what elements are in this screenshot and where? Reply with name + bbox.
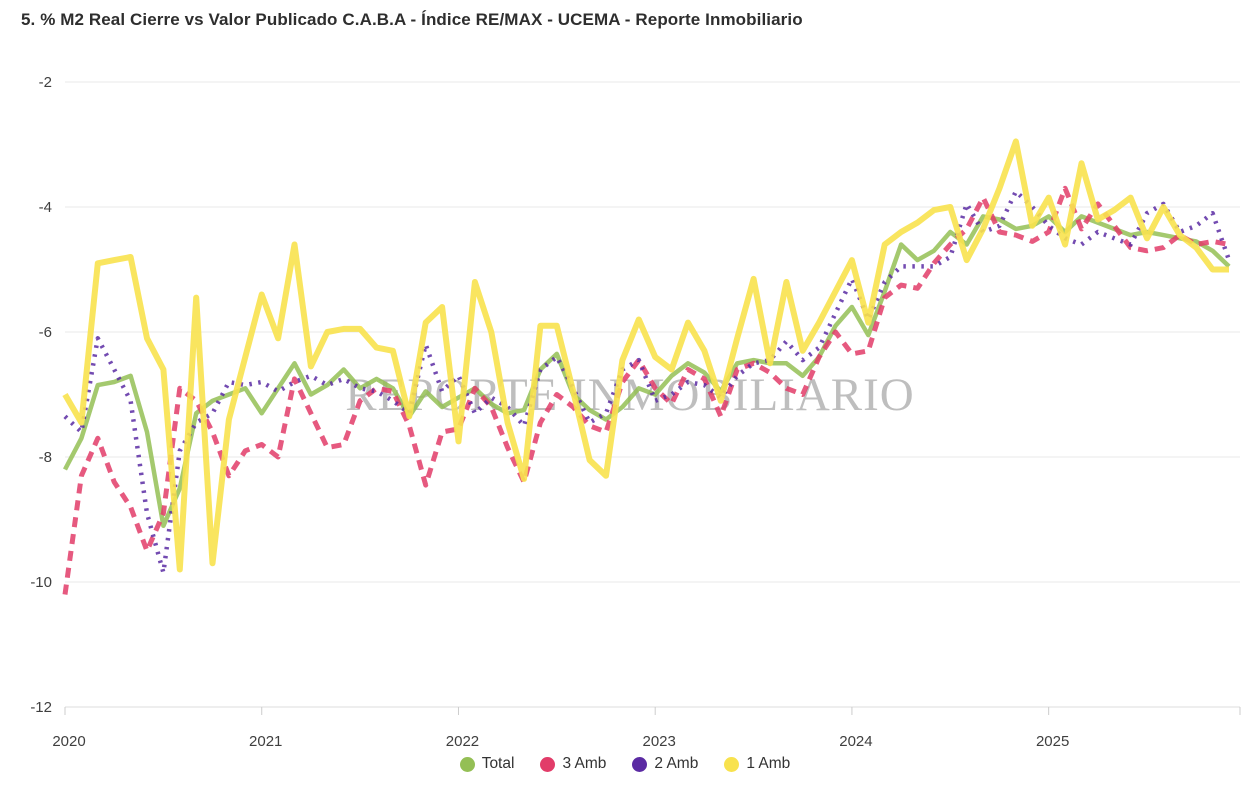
legend-item-1-amb[interactable]: 1 Amb	[724, 755, 790, 773]
y-tick-label: -2	[39, 74, 52, 91]
y-tick-label: -4	[39, 199, 52, 216]
gridlines	[65, 81, 1240, 708]
x-tick-label: 2025	[1036, 733, 1069, 750]
legend-dot-icon	[724, 756, 740, 772]
x-axis-ticks	[64, 707, 1241, 715]
legend-dot-icon	[540, 756, 556, 772]
y-tick-label: -6	[39, 324, 52, 341]
x-tick-label: 2021	[249, 733, 282, 750]
legend-label: 1 Amb	[746, 755, 791, 772]
legend-label: 2 Amb	[654, 755, 699, 772]
legend-item-2-amb[interactable]: 2 Amb	[632, 755, 698, 773]
x-tick-label: 2022	[446, 733, 479, 750]
x-tick-label: 2024	[839, 733, 872, 750]
legend-dot-icon	[632, 756, 648, 772]
y-tick-label: -10	[30, 574, 52, 591]
legend-label: 3 Amb	[562, 755, 607, 772]
series-line-3-amb	[62, 185, 1230, 595]
series-line-2-amb	[63, 189, 1232, 575]
chart-legend: Total 3 Amb 2 Amb 1 Amb	[0, 755, 1250, 773]
x-tick-label: 2020	[52, 733, 85, 750]
series-line-1-amb	[62, 138, 1229, 573]
legend-item-total[interactable]: Total	[459, 755, 515, 773]
legend-dot-icon	[459, 756, 475, 772]
x-axis-labels: 2020 2021 2022 2023 2024 2025	[52, 733, 1069, 750]
legend-label: Total	[481, 755, 515, 772]
y-axis-labels: -2 -4 -6 -8 -10 -12	[30, 74, 52, 716]
x-tick-label: 2023	[643, 733, 676, 750]
y-tick-label: -12	[30, 699, 52, 716]
y-tick-label: -8	[39, 449, 52, 466]
chart-title: 5. % M2 Real Cierre vs Valor Publicado C…	[21, 10, 803, 29]
legend-item-3-amb[interactable]: 3 Amb	[540, 755, 606, 773]
watermark-text: REPORTE INMOBILIARIO	[345, 369, 914, 421]
